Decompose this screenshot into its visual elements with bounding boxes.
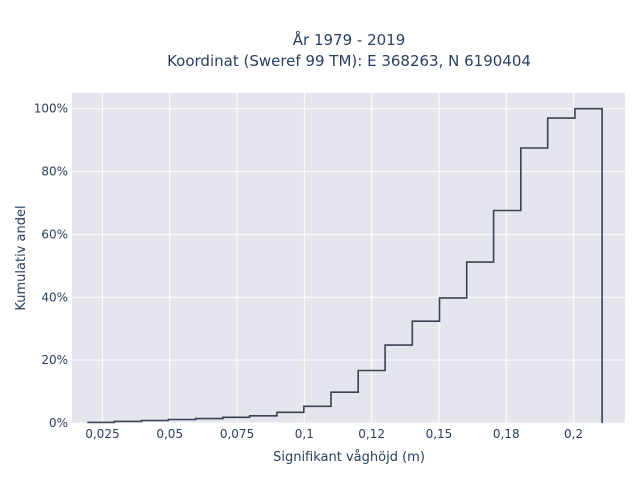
y-tick-label: 0% bbox=[49, 416, 68, 430]
y-tick-label: 60% bbox=[41, 227, 68, 241]
y-tick-label: 100% bbox=[34, 102, 68, 116]
x-tick-label: 0,075 bbox=[220, 427, 254, 441]
x-axis-title: Signifikant våghöjd (m) bbox=[273, 450, 425, 465]
chart-title-line-1: År 1979 - 2019 bbox=[293, 30, 406, 49]
grid-lines bbox=[72, 93, 625, 424]
y-tick-label: 40% bbox=[41, 290, 68, 304]
x-tick-label: 0,12 bbox=[358, 427, 385, 441]
x-tick-label: 0,05 bbox=[156, 427, 183, 441]
x-tick-labels: 0,025 0,05 0,075 0,1 0,12 0,15 0,18 0,2 bbox=[85, 427, 583, 441]
y-tick-label: 80% bbox=[41, 165, 68, 179]
cumulative-step-line bbox=[87, 107, 603, 424]
x-tick-label: 0,025 bbox=[85, 427, 119, 441]
x-tick-label: 0,2 bbox=[564, 427, 583, 441]
x-tick-label: 0,18 bbox=[493, 427, 520, 441]
x-tick-label: 0,15 bbox=[426, 427, 453, 441]
y-tick-label: 20% bbox=[41, 353, 68, 367]
x-tick-label: 0,1 bbox=[295, 427, 314, 441]
chart-title-line-2: Koordinat (Sweref 99 TM): E 368263, N 61… bbox=[167, 52, 531, 70]
y-axis-title: Kumulativ andel bbox=[14, 205, 29, 310]
y-tick-labels: 0% 20% 40% 60% 80% 100% bbox=[34, 102, 68, 430]
plot-area bbox=[72, 93, 625, 423]
